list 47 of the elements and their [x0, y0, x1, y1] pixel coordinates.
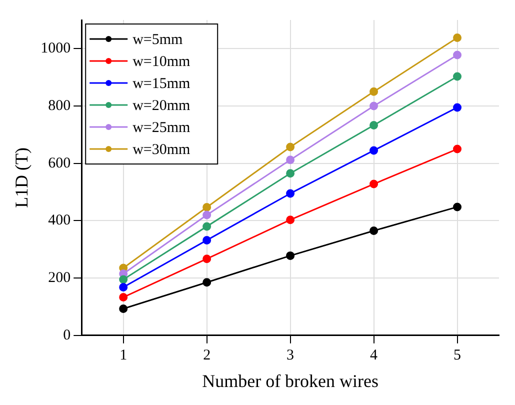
- y-tick-label: 800: [48, 98, 71, 114]
- point: [202, 278, 212, 287]
- legend-label: w=10mm: [132, 54, 191, 70]
- point: [202, 254, 212, 264]
- point: [453, 144, 462, 154]
- x-tick-label: 4: [370, 347, 378, 364]
- point: [453, 202, 462, 212]
- x-tick-label: 1: [120, 347, 128, 364]
- point: [370, 120, 378, 130]
- x-tick-label: 2: [203, 347, 211, 364]
- point: [286, 216, 295, 224]
- legend-label: w=30mm: [132, 142, 191, 158]
- legend-label: w=5mm: [132, 32, 184, 48]
- point: [453, 34, 462, 42]
- point: [286, 142, 295, 152]
- point: [370, 102, 378, 110]
- point: [453, 103, 462, 112]
- y-tick-label: 200: [48, 270, 71, 286]
- point: [202, 236, 212, 244]
- point: [202, 222, 212, 231]
- point: [119, 304, 128, 313]
- x-tick-label: 5: [454, 347, 462, 364]
- point: [202, 210, 212, 220]
- point: [286, 156, 295, 164]
- point: [119, 293, 128, 302]
- point: [202, 202, 212, 212]
- point: [119, 275, 128, 284]
- legend-label: w=20mm: [132, 98, 191, 114]
- point: [370, 226, 378, 235]
- point: [370, 180, 378, 188]
- point: [119, 282, 128, 292]
- point: [453, 50, 462, 60]
- point: [286, 189, 295, 198]
- legend-label: w=25mm: [132, 120, 191, 136]
- y-tick-label: 600: [48, 155, 71, 172]
- y-tick-label: 1000: [40, 40, 71, 57]
- y-tick-label: 0: [63, 327, 71, 344]
- point: [370, 87, 378, 96]
- x-tick-label: 3: [286, 347, 294, 364]
- legend-label: w=15mm: [132, 76, 191, 92]
- x-axis-title: Number of broken wires: [202, 370, 379, 391]
- point: [286, 251, 295, 260]
- point: [453, 72, 462, 81]
- y-axis-title: L1D (T): [12, 147, 32, 208]
- point: [286, 169, 295, 178]
- point: [370, 146, 378, 155]
- y-tick-label: 400: [48, 212, 71, 229]
